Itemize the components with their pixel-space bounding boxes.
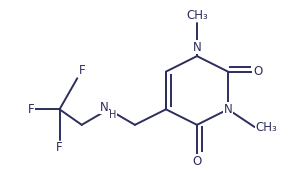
Text: F: F — [78, 64, 85, 77]
Text: CH₃: CH₃ — [256, 121, 277, 134]
Text: O: O — [253, 65, 263, 78]
Text: O: O — [192, 155, 201, 168]
Text: N: N — [193, 41, 201, 54]
Text: N: N — [100, 101, 108, 114]
Text: F: F — [27, 103, 34, 116]
Text: H: H — [110, 110, 117, 120]
Text: N: N — [224, 103, 232, 116]
Text: CH₃: CH₃ — [186, 9, 208, 22]
Text: F: F — [56, 141, 63, 154]
